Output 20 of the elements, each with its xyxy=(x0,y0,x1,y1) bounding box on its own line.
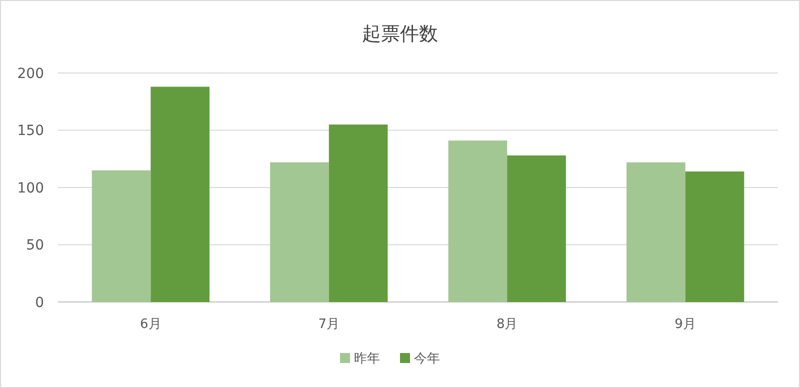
bar xyxy=(626,162,686,302)
bar xyxy=(507,155,566,302)
y-tick-label: 0 xyxy=(35,294,44,311)
y-tick-label: 200 xyxy=(17,66,44,82)
bar xyxy=(92,170,151,302)
x-tick-label: 8月 xyxy=(496,317,518,332)
x-tick-label: 9月 xyxy=(674,317,696,332)
bar xyxy=(685,171,744,302)
bar xyxy=(328,124,388,302)
bar xyxy=(448,140,508,302)
x-tick-label: 7月 xyxy=(318,317,340,332)
chart-title: 起票件数 xyxy=(362,23,438,45)
legend-label: 今年 xyxy=(414,352,440,367)
x-tick-label: 6月 xyxy=(140,317,162,332)
bar xyxy=(150,86,210,302)
y-tick-label: 50 xyxy=(26,238,44,254)
y-tick-label: 150 xyxy=(17,123,44,140)
legend-label: 昨年 xyxy=(354,352,380,367)
bar xyxy=(270,162,329,302)
y-tick-label: 100 xyxy=(17,180,44,196)
